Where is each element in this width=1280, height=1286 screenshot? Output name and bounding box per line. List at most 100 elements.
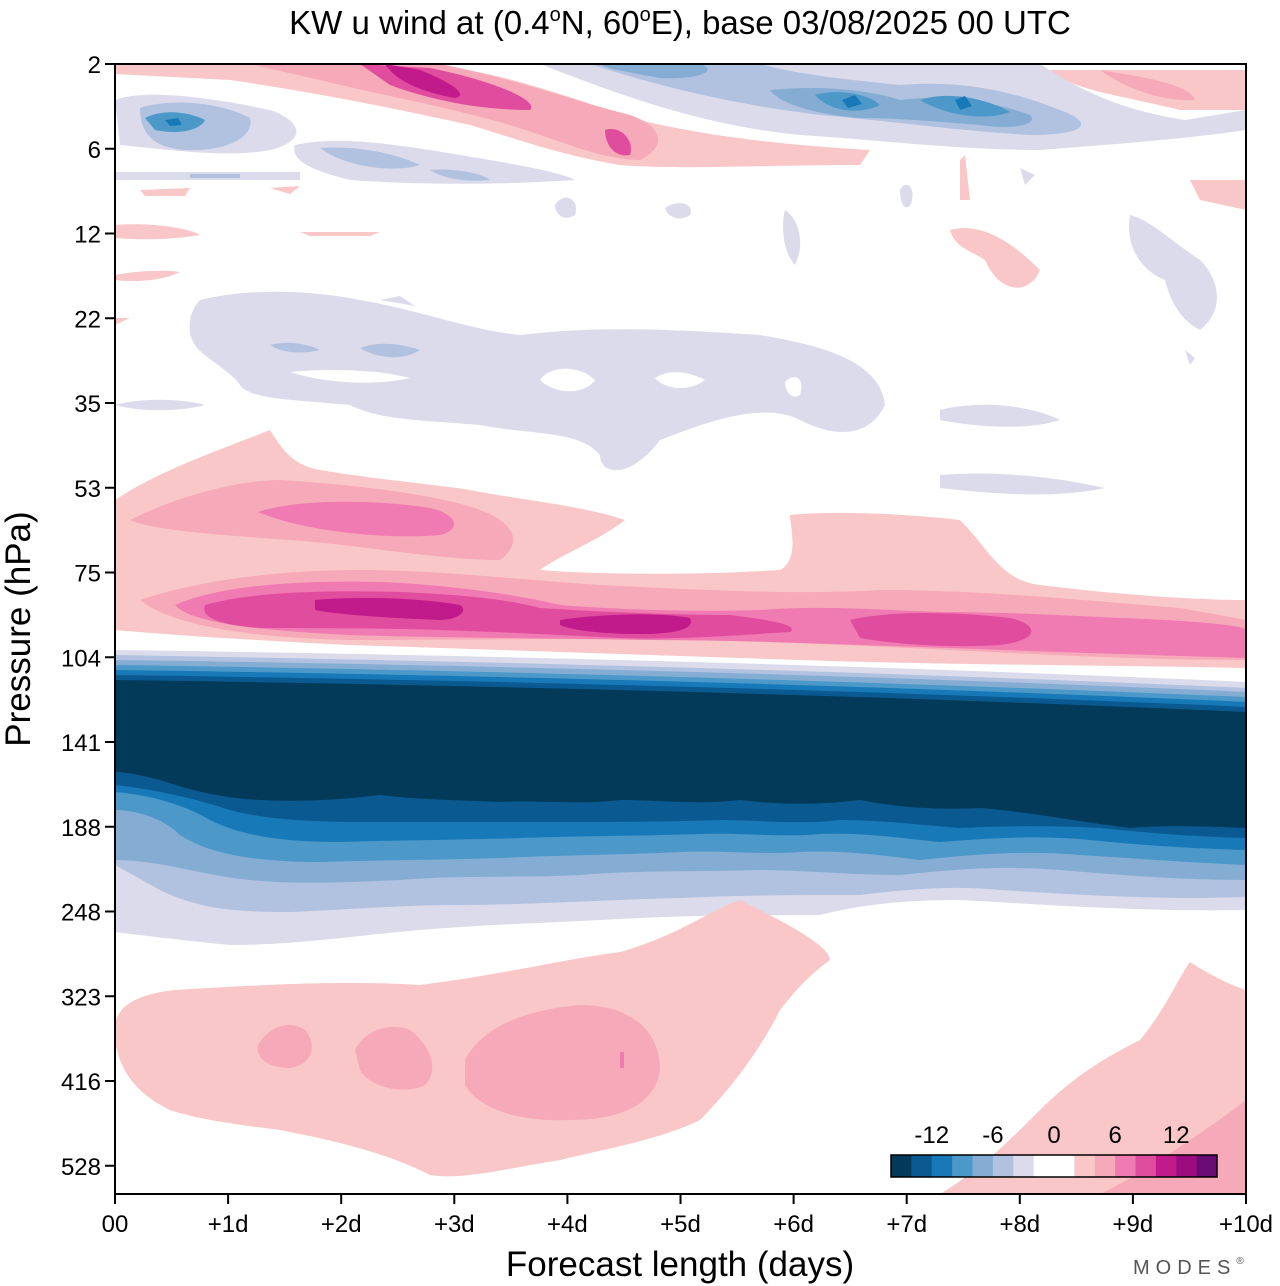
y-tick-label: 2 — [88, 52, 101, 79]
x-tick-label: +4d — [547, 1211, 588, 1238]
contour-trop-pink-mid-3 — [465, 1005, 660, 1121]
colorbar-swatch — [1094, 1155, 1116, 1177]
colorbar-swatch — [1054, 1155, 1075, 1177]
colorbar-swatch — [1115, 1155, 1136, 1177]
contour-lav-small-1 — [555, 197, 576, 218]
contour-lower-trop-pink-light — [940, 962, 1246, 1194]
contour-pink-speck-4 — [300, 232, 380, 236]
colorbar-swatch — [1196, 1155, 1218, 1177]
brand-logo: MODES® — [1133, 1256, 1244, 1279]
x-tick-label: +3d — [434, 1211, 475, 1238]
contour-pink-peak-lower-1 — [315, 597, 464, 620]
contour-lav-small-4 — [1020, 168, 1035, 185]
y-tick-label: 22 — [74, 306, 101, 333]
y-tick-label: 188 — [61, 815, 101, 842]
contour-pink-speck-2 — [270, 186, 300, 194]
colorbar-tick-label: 0 — [1047, 1122, 1060, 1149]
contour-white-hole-2 — [655, 372, 705, 389]
colorbar-swatch — [1074, 1155, 1096, 1177]
contour-pink-speck-1 — [140, 188, 190, 196]
contour-pink-peak-top — [385, 64, 461, 98]
colorbar-swatch — [891, 1155, 912, 1177]
colorbar-swatch — [931, 1155, 953, 1177]
colorbar-swatch — [911, 1155, 933, 1177]
x-tick-label: +5d — [660, 1211, 701, 1238]
contour-blue-left-core — [165, 118, 182, 126]
field-upper-pink-specks — [115, 155, 1040, 325]
contour-pink-right-strip — [1190, 180, 1246, 210]
colorbar-tick-label: -12 — [914, 1122, 949, 1149]
field-mid-easterly — [115, 210, 1217, 495]
field-stratopause — [115, 64, 1246, 210]
title-degree-1: o — [550, 4, 561, 26]
contour-pink-speck-5 — [115, 270, 180, 282]
contour-lav-speck-left — [115, 399, 205, 411]
contour-pink-speck-7 — [960, 155, 970, 200]
plot-area — [115, 64, 1246, 1194]
colorbar-swatch — [972, 1155, 994, 1177]
contour-white-hole-3 — [785, 377, 802, 397]
x-axis: 00 +1d +2d +3d +4d +5d +6d +7d +8d +9d +10d — [102, 1194, 1273, 1238]
contour-trop-pink-mid-1 — [257, 1025, 312, 1068]
contour-blue-mid-specks — [270, 342, 420, 358]
x-tick-label: +1d — [208, 1211, 249, 1238]
x-tick-label: +10d — [1219, 1211, 1273, 1238]
contour-blue-thin-line — [190, 174, 240, 178]
field-upper-easterly — [115, 64, 1246, 219]
y-tick-label: 248 — [61, 900, 101, 927]
contour-pink-speck-3 — [115, 224, 200, 240]
title-prefix: KW u wind at (0.4 — [289, 4, 549, 41]
title-lat-unit: N, 60 — [561, 4, 640, 41]
x-tick-label: +2d — [321, 1211, 362, 1238]
brand-text: MODES — [1133, 1257, 1236, 1279]
colorbar-swatch — [1135, 1155, 1157, 1177]
colorbar-swatch — [992, 1155, 1014, 1177]
y-tick-label: 12 — [74, 222, 101, 249]
y-tick-label: 141 — [61, 730, 101, 757]
contour-lav-mid-band — [189, 291, 886, 471]
contour-pink-peak-lower-2 — [560, 614, 691, 634]
colorbar-swatch — [1033, 1155, 1055, 1177]
contour-pink-right-mid — [1100, 70, 1195, 101]
x-tick-label: +7d — [886, 1211, 927, 1238]
y-tick-label: 416 — [61, 1069, 101, 1096]
y-tick-label: 75 — [74, 561, 101, 588]
contour-blue-upper-core — [842, 95, 972, 110]
contour-lav-speck-top — [380, 296, 415, 306]
field-lower-westerly — [115, 430, 1246, 668]
contour-lav-right-blob-1 — [940, 404, 1060, 427]
contour-trop-pink-speck — [620, 1052, 624, 1068]
y-tick-label: 104 — [61, 645, 101, 672]
x-tick-label: +8d — [999, 1211, 1040, 1238]
colorbar-swatch — [1176, 1155, 1198, 1177]
title-degree-2: o — [640, 4, 651, 26]
contour-lav-right-blob-2 — [940, 473, 1105, 495]
y-axis-label: Pressure (hPa) — [0, 511, 38, 746]
contour-lav-small-3 — [900, 184, 913, 208]
x-axis-label: Forecast length (days) — [506, 1245, 854, 1284]
x-tick-label: +6d — [773, 1211, 814, 1238]
x-tick-label: +9d — [1113, 1211, 1154, 1238]
colorbar: -12 -6 0 6 12 — [890, 1122, 1218, 1178]
y-axis: 2 6 12 22 35 53 75 104 141 188 248 323 416 528 — [61, 52, 115, 1181]
contour-trop-pink-mid-2 — [355, 1026, 433, 1090]
title-lon-unit: E), base 03/08/2025 00 UTC — [651, 4, 1071, 41]
colorbar-swatch — [1013, 1155, 1035, 1177]
y-tick-label: 53 — [74, 476, 101, 503]
contour-pink-strong-peak — [605, 129, 631, 156]
contour-lav-small-2 — [665, 203, 691, 219]
contour-trop-pink-light — [115, 900, 830, 1177]
brand-mark: ® — [1236, 1256, 1244, 1267]
colorbar-frame — [890, 1154, 1218, 1178]
contour-blue-mid-strip — [320, 147, 490, 181]
colorbar-tick-label: -6 — [982, 1122, 1003, 1149]
field-tropopause-easterly — [115, 650, 1246, 945]
y-tick-label: 6 — [88, 137, 101, 164]
contour-pink-speck-6 — [950, 228, 1040, 288]
contour-white-hole-4 — [290, 370, 410, 383]
x-tick-label: 00 — [102, 1211, 129, 1238]
contour-tropo-core — [115, 680, 1246, 828]
field-mid-trop-westerly — [115, 900, 1246, 1194]
contour-white-hole-1 — [540, 368, 595, 392]
